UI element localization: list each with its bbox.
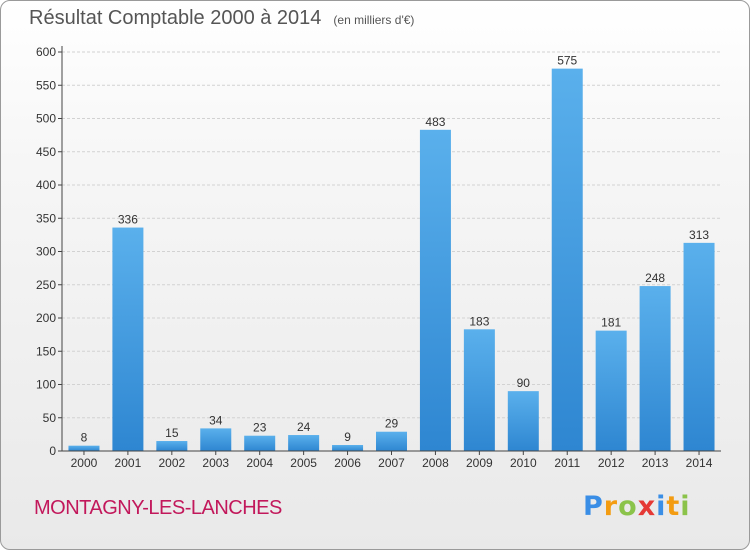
data-label: 483: [425, 115, 445, 129]
chart-unit: (en milliers d'€): [333, 13, 415, 27]
bar: [332, 445, 364, 451]
data-label: 15: [165, 426, 179, 440]
y-tick-label: 50: [43, 411, 57, 425]
data-label: 24: [297, 420, 311, 434]
bar: [156, 441, 188, 451]
proxiti-logo: Proxiti: [583, 491, 691, 522]
x-tick-label: 2013: [642, 456, 669, 470]
bar: [376, 431, 407, 451]
logo-letter: t: [666, 491, 681, 522]
data-label: 248: [645, 271, 665, 285]
axes: 0 50 100 150 200 250 300 350 400 450 500 550 600 2000…: [36, 45, 721, 470]
x-tick-label: 2011: [554, 456, 580, 470]
x-tick-label: 2004: [246, 456, 273, 470]
bar: [68, 445, 100, 451]
x-tick-label: 2001: [115, 456, 142, 470]
y-tick-label: 500: [36, 112, 56, 126]
bar: [683, 242, 715, 451]
x-tick-label: 2009: [466, 456, 493, 470]
bar: [595, 330, 627, 451]
y-tick-label: 350: [36, 211, 56, 225]
bar: [551, 68, 583, 451]
x-tick-label: 2003: [202, 456, 229, 470]
y-tick-label: 100: [36, 378, 56, 392]
logo-letter: i: [680, 491, 691, 522]
logo-letter: P: [583, 491, 604, 522]
bar: [288, 435, 320, 451]
bar: [639, 286, 671, 451]
x-tick-label: 2007: [378, 456, 405, 470]
y-tick-label: 300: [36, 245, 56, 259]
bar: [200, 428, 232, 451]
logo-letter: x: [637, 491, 657, 522]
data-label: 336: [118, 213, 138, 227]
x-tick-label: 2005: [290, 456, 317, 470]
logo-letter: o: [618, 491, 638, 522]
x-tick-label: 2010: [510, 456, 537, 470]
logo-letter: i: [656, 491, 667, 522]
x-tick-label: 2008: [422, 456, 449, 470]
data-label: 90: [517, 376, 531, 390]
y-tick-label: 450: [36, 145, 56, 159]
data-label: 23: [253, 421, 267, 435]
y-tick-label: 400: [36, 178, 56, 192]
chart-title-text: Résultat Comptable 2000 à 2014: [29, 7, 322, 29]
data-label: 8: [81, 431, 88, 445]
data-label: 34: [209, 413, 223, 427]
y-tick-label: 200: [36, 311, 56, 325]
data-label: 9: [344, 430, 351, 444]
y-tick-label: 250: [36, 278, 56, 292]
y-tick-label: 600: [36, 45, 56, 59]
data-label: 181: [601, 316, 621, 330]
x-tick-label: 2014: [686, 456, 713, 470]
x-tick-label: 2000: [71, 456, 98, 470]
bars: 8 336 15 34 23 24 9 29 483 183 90 575 181 248 313: [68, 54, 715, 451]
bar: [112, 227, 144, 451]
x-tick-label: 2002: [158, 456, 185, 470]
y-tick-label: 550: [36, 78, 56, 92]
bar: [463, 329, 495, 451]
data-label: 313: [689, 228, 709, 242]
y-tick-label: 0: [49, 444, 56, 458]
commune-name: MONTAGNY-LES-LANCHES: [34, 497, 282, 519]
x-tick-label: 2012: [598, 456, 625, 470]
data-label: 575: [557, 54, 577, 68]
chart-title: Résultat Comptable 2000 à 2014 (en millie…: [29, 7, 414, 30]
y-tick-label: 150: [36, 344, 56, 358]
bar: [419, 129, 451, 451]
bar: [507, 391, 539, 451]
data-label: 29: [385, 417, 399, 431]
x-tick-label: 2006: [334, 456, 361, 470]
data-label: 183: [469, 314, 489, 328]
logo-letter: r: [603, 491, 619, 522]
bar: [244, 435, 276, 451]
